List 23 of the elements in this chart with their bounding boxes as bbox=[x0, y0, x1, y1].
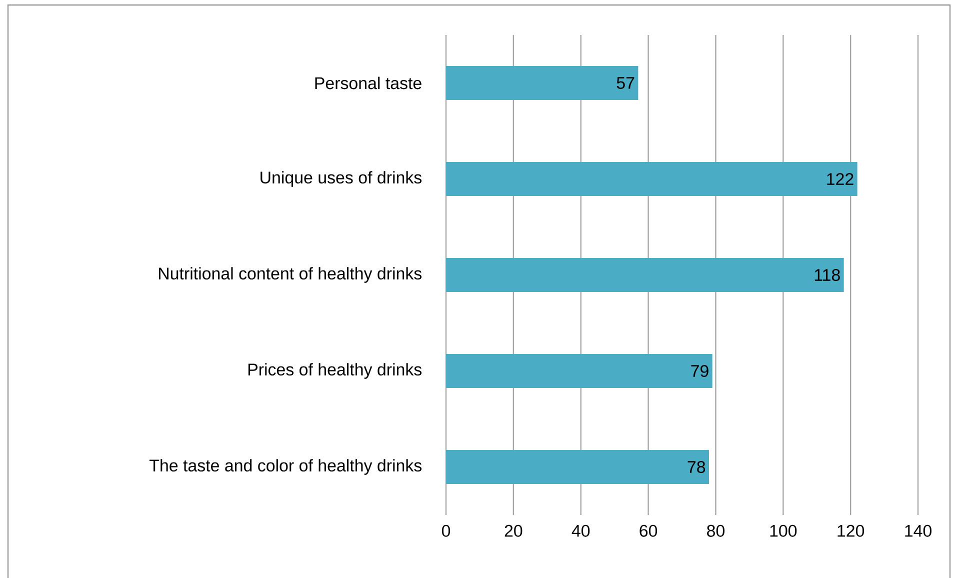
x-tick-label: 20 bbox=[504, 524, 522, 537]
bar bbox=[446, 354, 712, 388]
y-tick-label: Personal taste bbox=[315, 76, 422, 90]
x-tick-label: 140 bbox=[905, 524, 932, 537]
bar bbox=[446, 258, 844, 292]
data-label: 79 bbox=[691, 364, 708, 377]
y-tick-label: Unique uses of drinks bbox=[260, 171, 422, 187]
x-tick-label: 60 bbox=[640, 524, 658, 537]
x-tick-label: 120 bbox=[838, 524, 864, 537]
y-tick-label: The taste and color of healthy drinks bbox=[150, 459, 422, 475]
x-tick-label: 80 bbox=[707, 524, 724, 537]
data-label: 122 bbox=[827, 173, 854, 185]
data-label: 78 bbox=[688, 460, 706, 473]
y-tick-label: Prices of healthy drinks bbox=[248, 363, 422, 379]
data-label: 118 bbox=[814, 268, 840, 281]
x-tick-label: 0 bbox=[442, 524, 450, 537]
bar bbox=[446, 66, 638, 100]
x-tick-label: 100 bbox=[770, 524, 797, 537]
bar bbox=[446, 450, 709, 484]
x-tick-label: 40 bbox=[572, 524, 590, 537]
y-tick-label: Nutritional content of healthy drinks bbox=[159, 267, 422, 283]
bar bbox=[446, 162, 858, 196]
data-label: 57 bbox=[616, 77, 634, 89]
